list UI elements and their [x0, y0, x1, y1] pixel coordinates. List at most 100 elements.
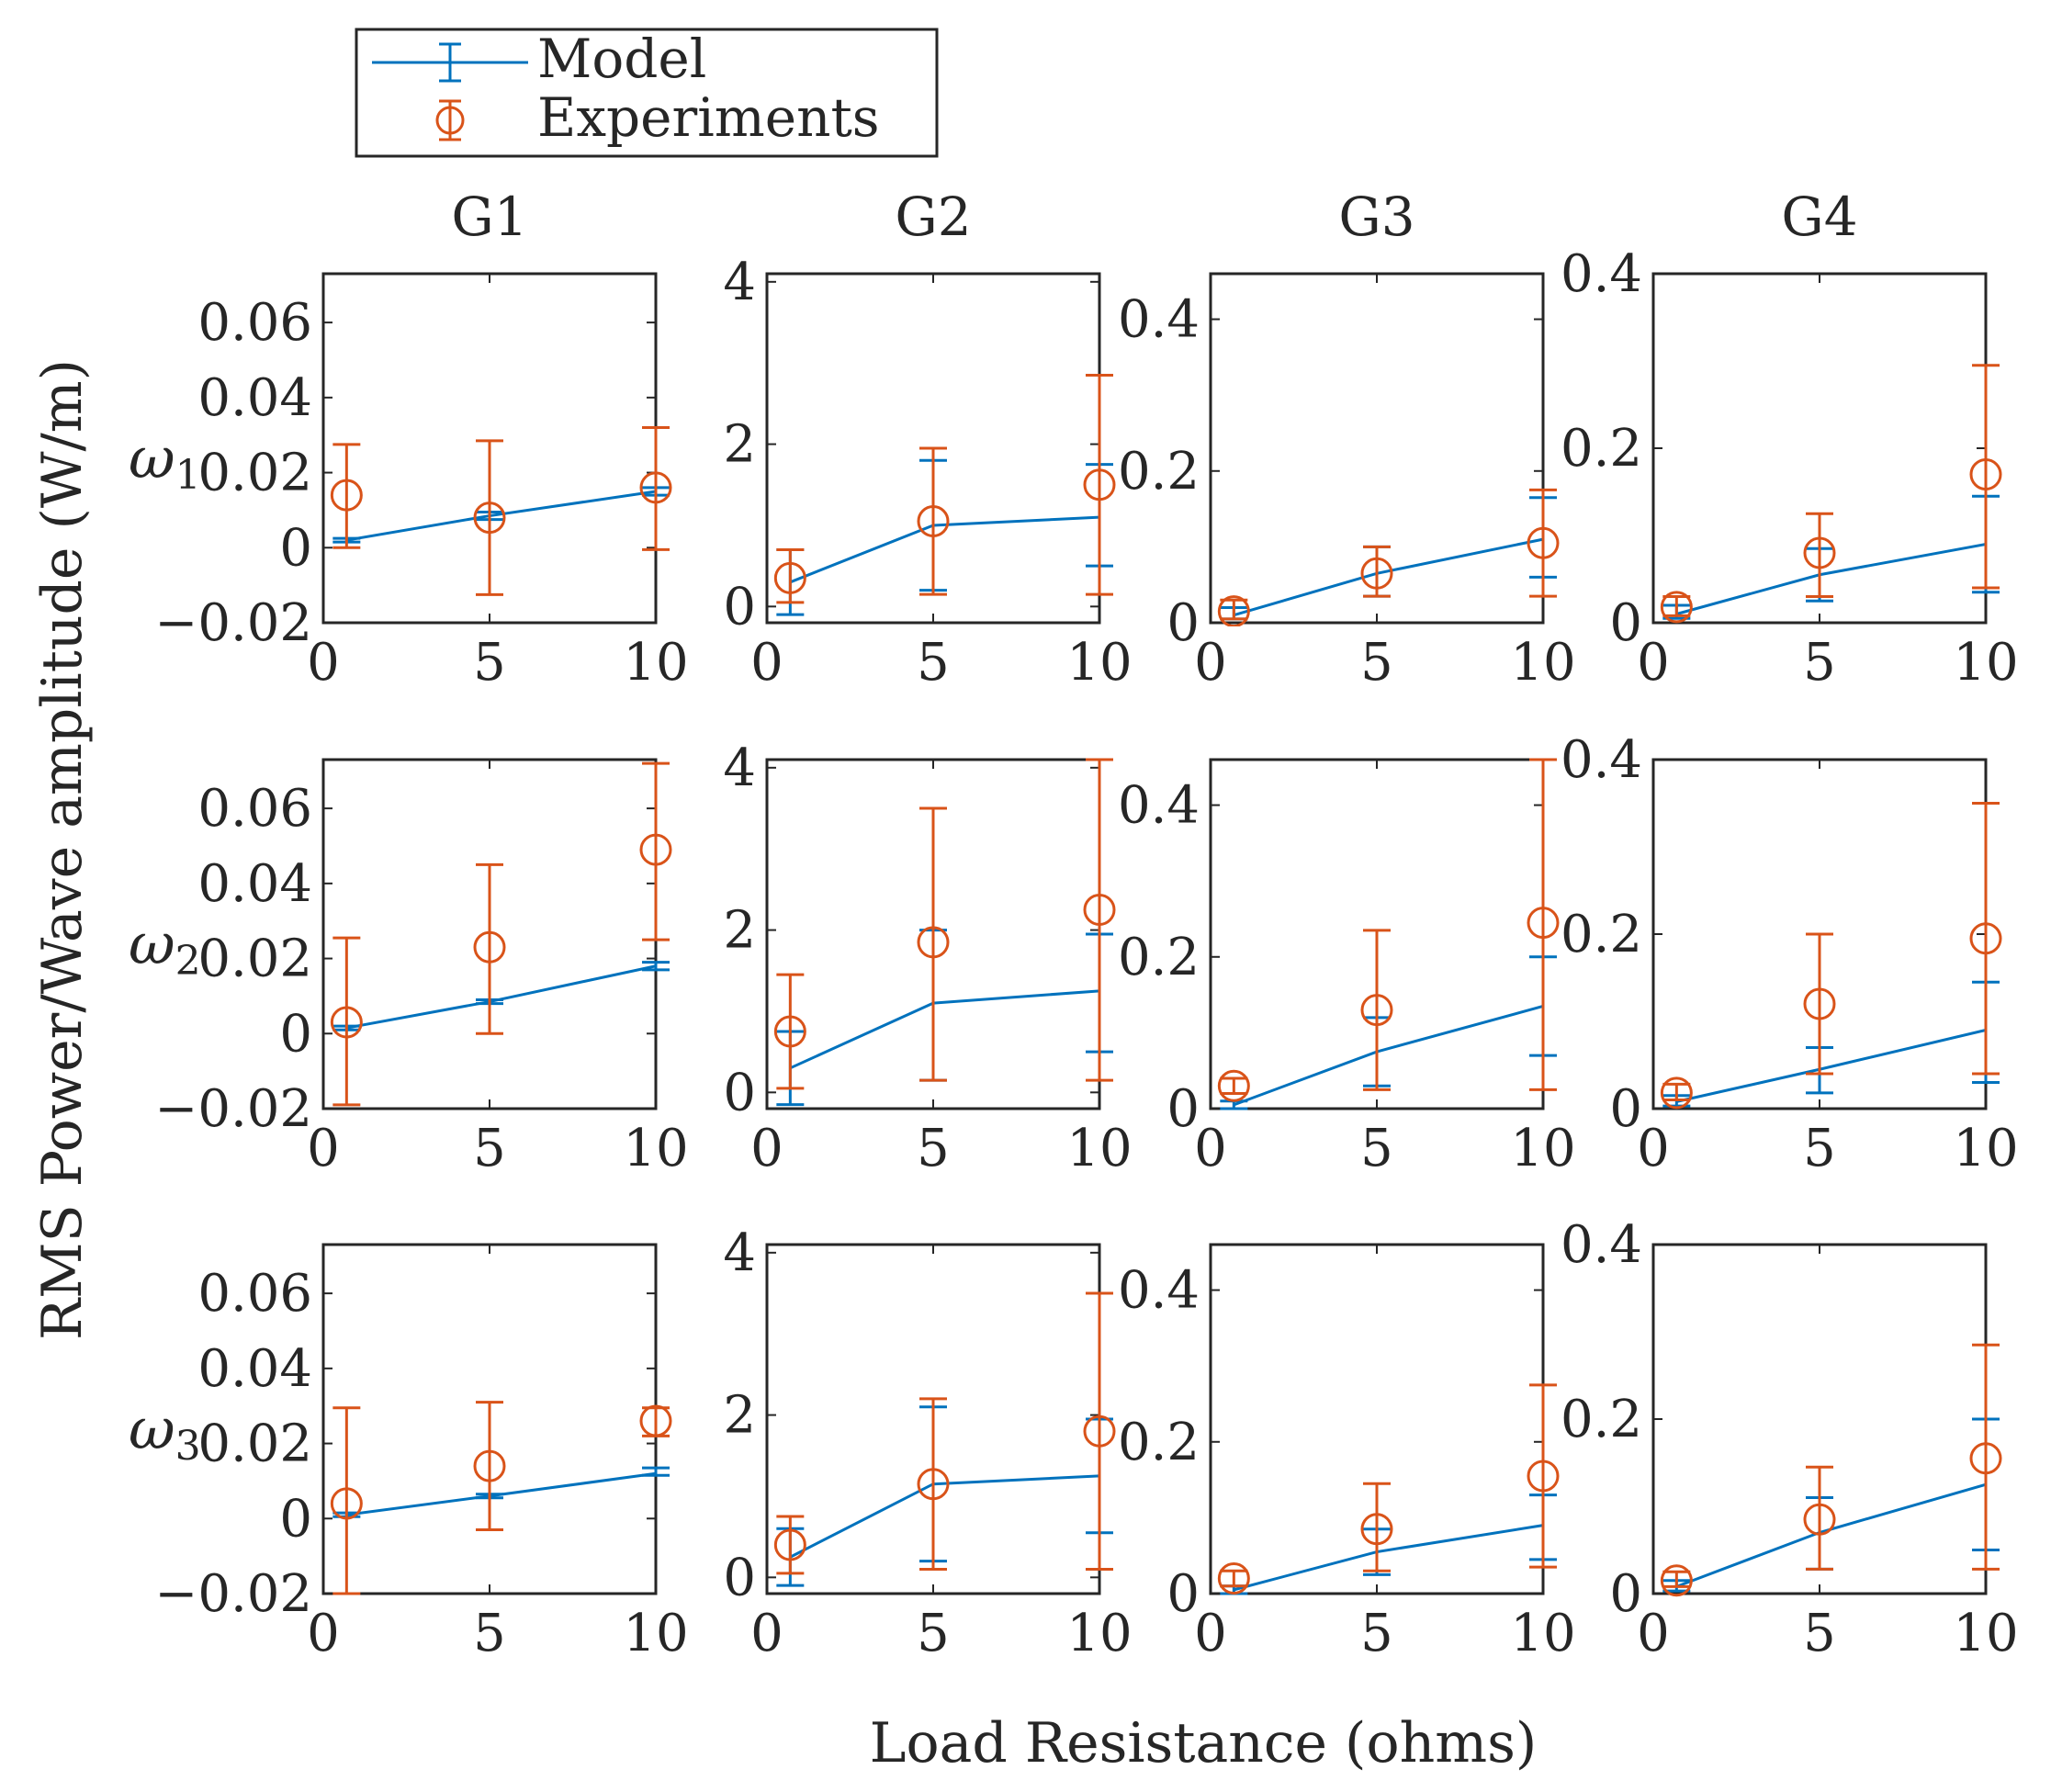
y-tick-label: 0	[723, 577, 756, 637]
column-title-g4: G4	[1781, 186, 1857, 248]
x-tick-label: 5	[1360, 633, 1393, 693]
subplot-r3-g3: 0 5 10 0 0.2 0.4	[1118, 1243, 1576, 1663]
plot-area	[1217, 758, 1560, 1110]
x-tick-label: 10	[1066, 1604, 1132, 1663]
x-tick-label: 5	[1803, 1604, 1836, 1663]
experiment-point	[473, 1449, 506, 1482]
x-tick-label: 0	[750, 633, 783, 693]
experiment-point	[917, 1468, 950, 1501]
experiment-point	[639, 471, 672, 504]
experiment-point	[773, 561, 806, 594]
row-label-base: ω	[129, 1395, 175, 1462]
y-tick-label: 0.06	[197, 779, 312, 839]
experiment-errorbar	[1806, 932, 1833, 1076]
legend: Model Experiments	[355, 28, 939, 158]
experiment-point	[1217, 1069, 1250, 1102]
experiment-errorbar	[476, 439, 503, 596]
y-tick-label: 0.02	[197, 1414, 312, 1474]
experiment-point	[639, 833, 672, 866]
experiment-errorbar	[1086, 1291, 1113, 1571]
experiment-point	[639, 1404, 672, 1437]
y-tick-label: 0.06	[197, 1264, 312, 1324]
experiment-point	[1803, 536, 1836, 569]
y-tick-label: −0.02	[154, 1564, 312, 1624]
x-tick-label: 5	[473, 1119, 506, 1178]
plot-area	[1217, 1383, 1560, 1595]
row-label-subscript: 2	[175, 938, 201, 985]
experiment-errorbar	[1220, 1569, 1248, 1588]
experiment-errorbar	[476, 1401, 503, 1532]
row-label-base: ω	[129, 910, 175, 977]
experiment-errorbar	[776, 973, 805, 1090]
x-tick-label: 5	[1360, 1604, 1393, 1663]
x-tick-label: 10	[623, 1604, 688, 1663]
y-tick-label: 0.2	[1118, 928, 1200, 987]
y-tick-label: 0	[723, 1063, 756, 1122]
x-axis-label: Load Resistance (ohms)	[870, 1711, 1538, 1775]
x-tick-label: 5	[917, 1119, 950, 1178]
experiment-errorbar	[919, 806, 947, 1082]
experiment-errorbar	[1363, 929, 1391, 1091]
legend-model-symbol	[372, 42, 528, 83]
x-tick-label: 0	[1637, 633, 1670, 693]
plot-area	[1660, 802, 2002, 1110]
experiment-point	[1527, 907, 1560, 940]
experiment-point	[1083, 468, 1116, 502]
y-tick-label: 0	[1166, 1564, 1200, 1624]
y-tick-label: 0.2	[1118, 442, 1200, 502]
experiment-errorbar	[332, 443, 361, 549]
experiment-errorbar	[1662, 1082, 1691, 1101]
experiment-point	[1660, 1076, 1693, 1110]
x-tick-label: 0	[1637, 1604, 1670, 1663]
y-tick-label: 0	[279, 518, 312, 578]
experiment-errorbar	[332, 936, 361, 1107]
plot-area	[330, 426, 672, 596]
experiment-point	[330, 479, 363, 512]
legend-experiments-symbol	[435, 99, 465, 141]
subplot-r2-g4: 0 5 10 0 0.2 0.4	[1561, 730, 2019, 1178]
experiment-point	[473, 930, 506, 964]
experiment-errorbar	[1972, 1343, 2000, 1571]
y-tick-label: 0	[1609, 1079, 1642, 1139]
y-tick-label: 0.04	[197, 854, 312, 914]
x-tick-label: 0	[1194, 1119, 1227, 1178]
legend-label-model: Model	[537, 28, 706, 90]
legend-label-experiments: Experiments	[537, 86, 880, 149]
y-tick-label: −0.02	[154, 593, 312, 653]
y-tick-label: 0.04	[197, 368, 312, 428]
subplot-r2-g2: 0 5 10 0 2 4	[723, 738, 1132, 1178]
y-tick-label: 0.4	[1118, 290, 1200, 350]
x-tick-label: 5	[917, 1604, 950, 1663]
x-tick-label: 0	[1637, 1119, 1670, 1178]
x-tick-label: 5	[473, 1604, 506, 1663]
x-tick-label: 5	[917, 633, 950, 693]
x-tick-label: 0	[307, 633, 340, 693]
experiment-point	[917, 926, 950, 959]
y-tick-label: 2	[723, 1386, 756, 1446]
y-tick-label: 4	[723, 1223, 756, 1283]
experiment-point	[1360, 1513, 1393, 1546]
x-tick-label: 5	[473, 633, 506, 693]
experiment-point	[330, 1487, 363, 1520]
y-tick-label: 0	[279, 1489, 312, 1549]
plot-area	[773, 1291, 1116, 1587]
x-tick-label: 10	[1953, 633, 2018, 693]
row-label-omega1: ω1	[129, 424, 201, 499]
y-tick-label: 0	[1166, 1079, 1200, 1139]
y-tick-label: 0.4	[1561, 730, 1642, 790]
experiment-point	[1803, 1503, 1836, 1536]
experiment-errorbar	[776, 1515, 805, 1575]
x-tick-label: 5	[1803, 633, 1836, 693]
x-tick-label: 0	[1194, 633, 1227, 693]
x-tick-label: 10	[623, 633, 688, 693]
experiment-point	[1527, 526, 1560, 559]
x-tick-label: 10	[1510, 1119, 1575, 1178]
subplot-r3-g2: 0 5 10 0 2 4	[723, 1223, 1132, 1663]
y-tick-label: 0	[279, 1004, 312, 1064]
y-tick-label: 4	[723, 738, 756, 798]
x-tick-label: 10	[1066, 1119, 1132, 1178]
experiment-point	[1803, 987, 1836, 1020]
plot-area	[773, 758, 1116, 1107]
y-tick-label: 0.4	[1561, 244, 1642, 304]
subplot-r3-g4: 0 5 10 0 0.2 0.4	[1561, 1215, 2019, 1663]
